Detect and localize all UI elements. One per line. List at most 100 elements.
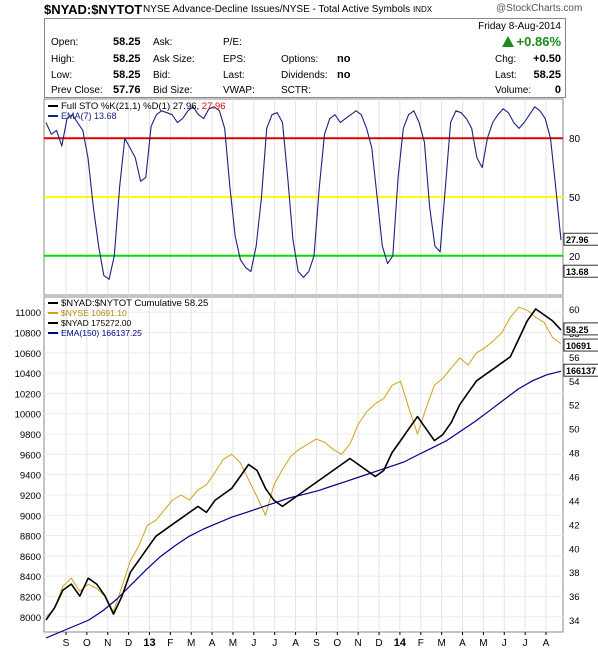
ad-right-tick: 34 [569,616,580,627]
x-tick-label: J [523,638,528,649]
sto-legend-main: Full STO %K(21,1) %D(1) 27.96, [61,101,202,112]
high-value: 58.25 [113,53,141,65]
x-tick-label: D [375,638,382,649]
x-tick-label: A [209,638,216,649]
ad-right-tick: 36 [569,592,580,603]
ad-left-tick: 8600 [20,552,41,563]
ad-left-tick: 10000 [15,410,41,421]
x-tick-label: M [437,638,445,649]
sto-y-tick: 80 [569,134,581,145]
sto-last-label-box [563,232,598,246]
high-label: High: [51,54,75,65]
x-tick-label: O [83,638,91,649]
chg-label: Chg: [495,54,517,65]
pct-change-value: +0.86% [516,34,561,49]
nyad-legend-text: $NYAD 175272.00 [61,318,132,328]
ema150-last-label: 166137 [566,366,596,376]
nyse-legend-text: $NYSE 10691.10 [61,308,127,318]
sto-legend-text: Full STO %K(21,1) %D(1) 27.96, 27.96 [61,101,226,112]
chg-value: +0.50 [533,53,561,65]
x-tick-label: O [333,638,341,649]
x-tick-label: J [272,638,277,649]
x-tick-label: J [502,638,507,649]
low-value: 58.25 [113,69,141,81]
ema7-last-label: 13.68 [566,267,589,277]
ad-right-tick: 40 [569,544,580,555]
ema7-legend-text: EMA(7) 13.68 [61,111,117,121]
ad-right-tick: 60 [569,305,580,316]
ad-left-tick: 10600 [15,349,41,360]
bid-label: Bid: [153,70,171,81]
x-tick-label: D [125,638,132,649]
cum-last-label-box [563,322,598,336]
x-tick-label: 14 [394,637,407,649]
x-tick-label: M [479,638,487,649]
ad-left-tick: 10400 [15,369,41,380]
ask-label: Ask: [153,37,173,48]
quote-box: Open: 58.25 High: 58.25 Low: 58.25 Prev … [44,18,566,98]
x-tick-label: 13 [143,637,155,649]
x-tick-label: F [167,638,173,649]
ad-right-tick: 56 [569,353,580,364]
x-tick-label: N [104,638,111,649]
x-tick-label: A [543,638,550,649]
cum-last-label: 58.25 [566,325,589,335]
pct-change: +0.86% [501,34,561,49]
ema150-last-label-box [563,363,598,377]
ad-left-tick: 9200 [20,491,41,502]
dividends-value: no [337,69,351,81]
x-tick-label: S [313,638,320,649]
x-tick-label: N [355,638,362,649]
x-tick-label: S [63,638,70,649]
exchange-text: INDX [412,5,433,14]
quote-date: Friday 8-Aug-2014 [478,21,561,32]
x-tick-label: J [251,638,256,649]
nyse-last-label: 10691 [566,341,591,351]
ad-left-tick: 9000 [20,511,41,522]
ask-size-label: Ask Size: [153,54,195,65]
ad-right-tick: 50 [569,425,580,436]
ad-right-tick: 54 [569,377,580,388]
x-tick-label: M [229,638,237,649]
ema150-legend-text: EMA(150) 166137.25 [61,328,142,338]
ad-right-tick: 46 [569,472,580,483]
sto-legend-d: 27.96 [202,101,226,112]
sto-y-tick: 50 [569,193,581,204]
options-label: Options: [281,54,319,65]
ad-left-tick: 9800 [20,430,41,441]
last-value: 58.25 [533,69,561,81]
ad-left-tick: 9400 [20,471,41,482]
x-tick-label: A [459,638,466,649]
options-value: no [337,53,351,65]
ad-right-tick: 42 [569,520,580,531]
x-tick-label: F [418,638,424,649]
ad-left-tick: 8400 [20,572,41,583]
symbol-description: NYSE Advance-Decline Issues/NYSE - Total… [143,4,432,15]
nyad-cumulative-line [45,308,562,621]
nyse-last-label-box [563,338,598,352]
ad-right-tick: 44 [569,496,580,507]
sctr-label: SCTR: [281,85,311,96]
watermark: @StockCharts.com [496,3,583,14]
ad-left-tick: 8000 [20,613,41,624]
cum-legend-text: $NYAD:$NYTOT Cumulative 58.25 [61,298,208,309]
sto-series-line [45,106,562,280]
sto-last-label: 27.96 [566,235,589,245]
ad-left-tick: 10800 [15,329,41,340]
vwap-label: VWAP: [223,85,255,96]
volume-value: 0 [554,84,561,96]
ad-right-tick: 52 [569,401,580,412]
up-triangle-icon [501,36,514,47]
x-tick-label: A [292,638,299,649]
open-label: Open: [51,37,79,48]
open-value: 58.25 [113,36,141,48]
eps-label: EPS: [223,54,246,65]
ad-right-tick: 48 [569,449,580,460]
x-tick-label: M [187,638,195,649]
bid-size-label: Bid Size: [153,85,193,96]
sto-y-tick: 20 [569,252,581,263]
prev-close-label: Prev Close: [51,85,103,96]
ad-left-tick: 8200 [20,592,41,603]
nyse-series-line [45,306,562,618]
